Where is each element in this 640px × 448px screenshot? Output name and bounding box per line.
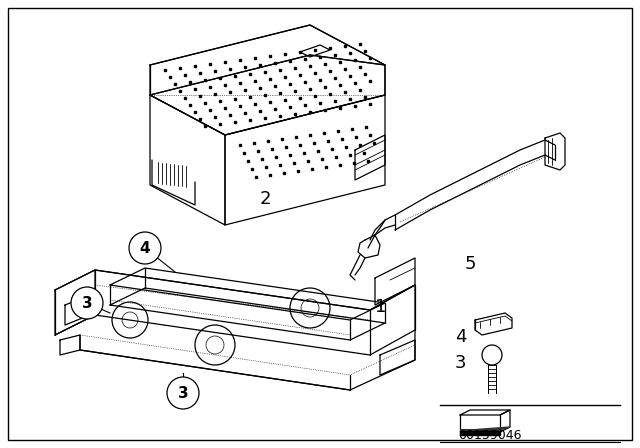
Circle shape: [129, 232, 161, 264]
Text: 3: 3: [455, 354, 467, 372]
Text: 4: 4: [455, 328, 467, 346]
Polygon shape: [460, 427, 510, 430]
Text: 00159046: 00159046: [458, 428, 522, 441]
Text: 5: 5: [465, 255, 476, 273]
Circle shape: [167, 377, 199, 409]
Text: 1: 1: [375, 298, 387, 316]
Polygon shape: [460, 430, 500, 435]
Text: 3: 3: [82, 296, 92, 310]
Text: 2: 2: [260, 190, 271, 208]
Circle shape: [71, 287, 103, 319]
Circle shape: [482, 345, 502, 365]
Text: 4: 4: [140, 241, 150, 255]
Text: 3: 3: [178, 385, 188, 401]
